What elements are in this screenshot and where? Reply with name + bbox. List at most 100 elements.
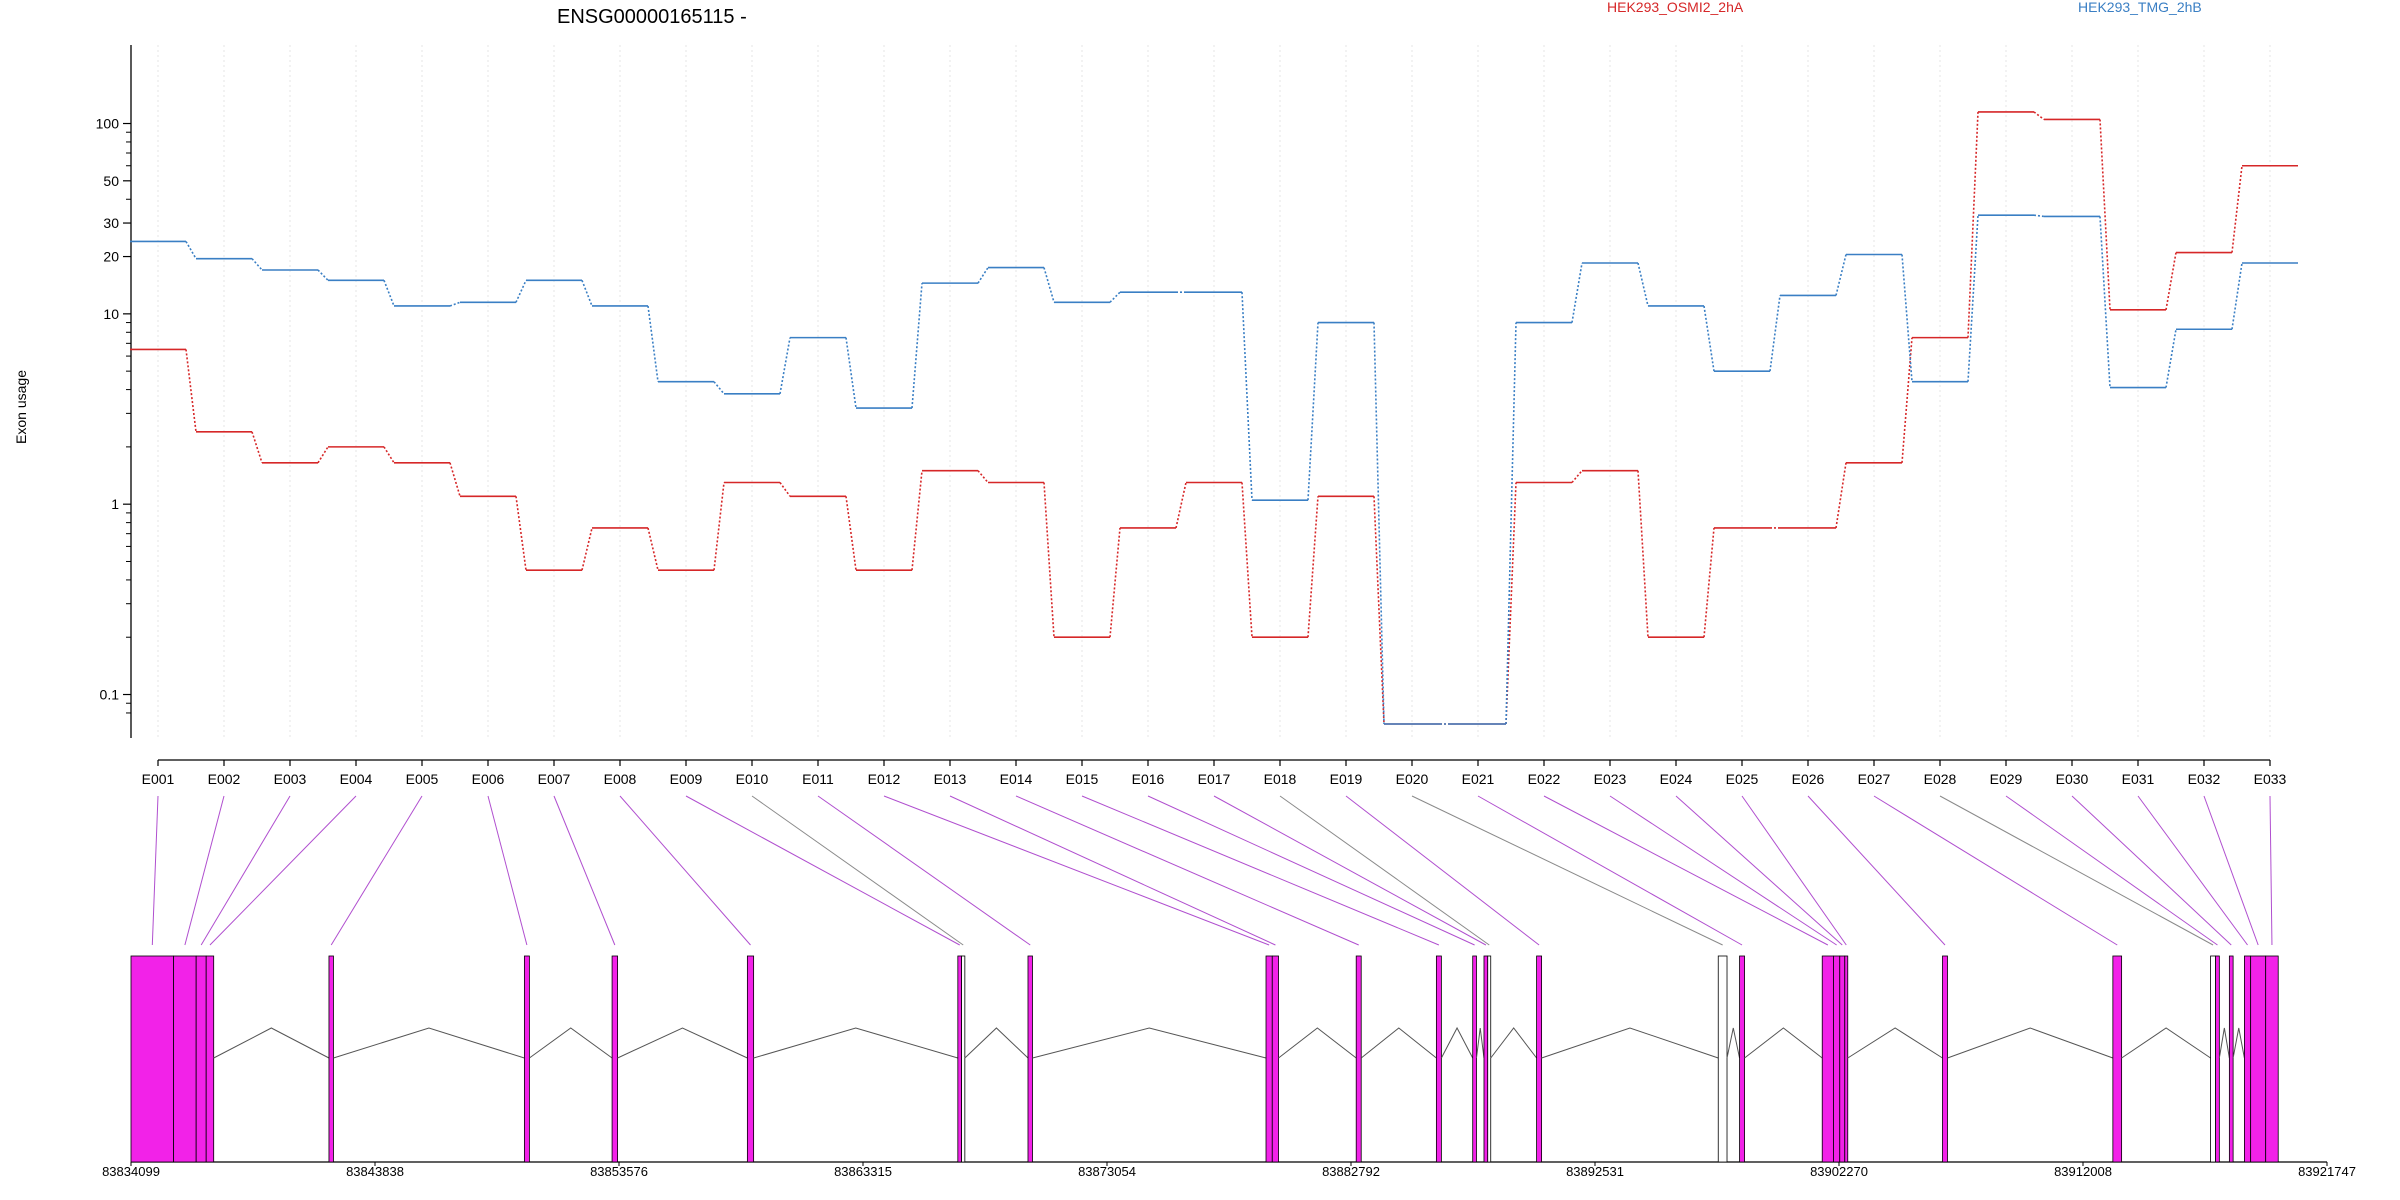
x-tick-label: E028 [1924,771,1957,787]
intron-line [2121,1027,2211,1059]
intron-line [2218,1027,2230,1059]
series-transition [911,283,923,409]
exon-block [1271,955,1279,1163]
x-tick-label: E022 [1528,771,1561,787]
series-transition [1307,322,1319,501]
x-tick-label: E003 [274,771,307,787]
x-tick-label: E029 [1990,771,2023,787]
y-tick-label: 20 [103,249,119,265]
series-transition [2033,214,2045,218]
exon-connector [685,795,960,946]
intron-line [1278,1027,1357,1059]
exon-connector [487,795,528,946]
series-transition [1109,527,1121,638]
exon-connector [817,795,1031,946]
series-transition [1571,470,1583,484]
series-transition [1769,295,1781,372]
series-transition [515,280,527,303]
exon-block [2228,955,2234,1163]
series-transition [1307,496,1319,638]
x-tick-label: E020 [1396,771,1429,787]
series-transition [317,269,329,281]
series-transition [713,482,725,571]
series-transition [779,337,791,394]
series-transition [2099,119,2111,310]
exon-block [1833,955,1841,1163]
intron-line [964,1027,1029,1059]
exon-connector [209,795,357,946]
series-transition [1109,291,1121,303]
x-tick-label: E013 [934,771,967,787]
exon-connector-lines [151,795,2273,946]
series-line [130,214,2298,725]
series-transition [1703,305,1715,372]
intron-line [617,1027,748,1059]
exon-block [746,955,755,1163]
x-tick-label: E009 [670,771,703,787]
x-tick-label: E014 [1000,771,1033,787]
exon-connector [1345,795,1540,946]
series-transition [449,462,461,497]
exon-block [611,955,618,1163]
series-transition [911,470,923,571]
x-tick-label: E026 [1792,771,1825,787]
series-transition [2231,165,2243,253]
series-transition [977,267,989,284]
x-tick-label: E021 [1462,771,1495,787]
x-tick-label: E002 [208,771,241,787]
gridlines [157,45,2271,738]
series-transition [515,496,527,571]
intron-line [1440,1026,1474,1059]
coordinate-label: 83873054 [1078,1164,1136,1179]
series-transition [1637,262,1649,307]
series-transition [2165,329,2177,388]
exon-block [1839,955,1846,1163]
x-tick-label: E004 [340,771,373,787]
series-transition [1901,337,1913,463]
x-tick-label: E025 [1726,771,1759,787]
x-tick-label: E019 [1330,771,1363,787]
chart-title: ENSG00000165115 - [557,6,747,28]
x-tick-label: E001 [142,771,175,787]
exon-block [1265,955,1273,1163]
exon-block [1472,955,1477,1163]
exon-block [1483,955,1489,1163]
series-transition [1373,322,1385,725]
intron-line [333,1027,525,1059]
series-transition [581,280,593,307]
y-tick-label: 50 [103,173,119,189]
x-tick-label: E007 [538,771,571,787]
exon-block [961,955,966,1163]
intron-line [1847,1027,1943,1059]
series-transition [977,470,989,484]
x-tick-label: E012 [868,771,901,787]
exon-block [1821,955,1834,1163]
exon-block [130,955,175,1163]
coordinate-label: 83912008 [2054,1164,2112,1179]
exon-block [1435,955,1442,1163]
x-tick-label: E005 [406,771,439,787]
intron-line [1475,1027,1485,1059]
exon-block [2210,955,2216,1163]
x-tick-label: E032 [2188,771,2221,787]
series-transition [185,241,197,260]
intron-line [2232,1027,2245,1059]
legend-entry-series-1: HEK293_OSMI2_2hA [1607,0,1744,15]
y-tick-label: 100 [96,116,120,132]
coordinate-label: 83853576 [590,1164,648,1179]
series-transition [647,305,659,382]
series-transition [1373,496,1385,725]
exon-block [1844,955,1849,1163]
series-transition [779,482,791,497]
y-tick-label: 30 [103,215,119,231]
series-transition [1703,527,1715,638]
coordinate-label: 83882792 [1322,1164,1380,1179]
exon-connector [751,795,964,946]
series-transition [1241,482,1253,638]
coordinate-label: 83843838 [346,1164,404,1179]
y-axis: 0.1 1 10 20 30 50 100 [96,45,132,738]
series-transition [2231,262,2243,330]
genomic-coordinate-axis: 83834099 83843838 83853576 83863315 83873054… [102,1162,2356,1179]
exon-connector [1609,795,1837,946]
